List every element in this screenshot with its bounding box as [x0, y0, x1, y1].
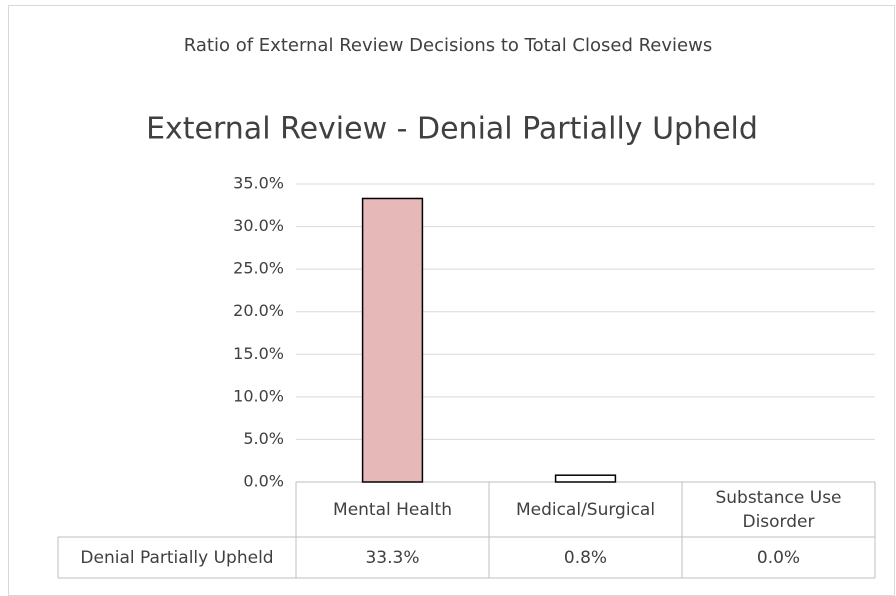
- category-label: Substance Use Disorder: [715, 487, 842, 532]
- chart-supertitle: Ratio of External Review Decisions to To…: [184, 35, 712, 56]
- category-label-box: Medical/Surgical: [515, 499, 656, 520]
- y-tick-label: 0.0%: [243, 472, 284, 491]
- series-name-box: Denial Partially Upheld: [80, 547, 274, 568]
- y-tick-label: 5.0%: [243, 429, 284, 448]
- value-label-box: 0.0%: [756, 547, 801, 568]
- category-label-box: Substance Use Disorder: [715, 487, 842, 532]
- y-tick-label: 10.0%: [233, 386, 284, 405]
- category-label-box: Mental Health: [333, 499, 452, 520]
- value-label-box: 0.8%: [563, 547, 608, 568]
- value-label: 0.8%: [563, 547, 608, 568]
- value-label: 33.3%: [365, 547, 420, 568]
- value-label: 0.0%: [756, 547, 801, 568]
- bar: [554, 474, 617, 483]
- category-label: Mental Health: [333, 499, 452, 520]
- y-tick-label: 35.0%: [233, 174, 284, 193]
- bar: [361, 197, 424, 483]
- series-name: Denial Partially Upheld: [80, 547, 274, 568]
- y-tick-label: 20.0%: [233, 301, 284, 320]
- y-tick-label: 25.0%: [233, 259, 284, 278]
- value-label-box: 33.3%: [365, 547, 420, 568]
- chart-frame: [8, 5, 895, 596]
- y-tick-label: 30.0%: [233, 216, 284, 235]
- chart-title: External Review - Denial Partially Uphel…: [146, 112, 758, 147]
- category-label: Medical/Surgical: [515, 499, 656, 520]
- y-tick-label: 15.0%: [233, 344, 284, 363]
